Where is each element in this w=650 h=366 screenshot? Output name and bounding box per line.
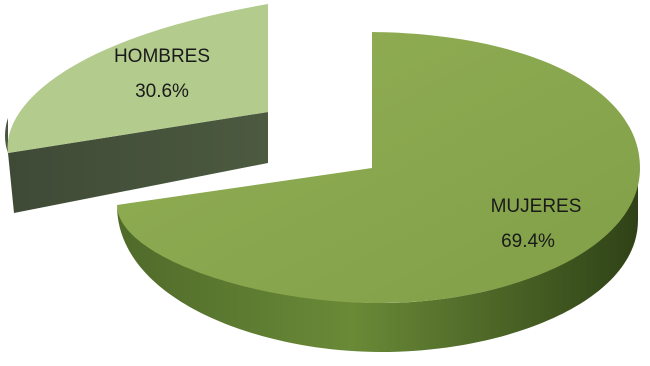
slice-hombres-side (8, 112, 268, 213)
slice-hombres-top (7, 4, 269, 153)
label-mujeres-value: 69.4% (501, 231, 555, 252)
slice-hombres-left-side (5, 118, 8, 165)
label-mujeres-name: MUJERES (491, 196, 582, 217)
slice-hombres: HOMBRES 30.6% (5, 4, 269, 213)
slice-mujeres-side (117, 168, 638, 352)
slice-mujeres-top (117, 32, 640, 303)
slice-mujeres: MUJERES 69.4% (117, 32, 640, 352)
label-hombres-name: HOMBRES (114, 46, 210, 67)
label-hombres-value: 30.6% (135, 81, 189, 102)
